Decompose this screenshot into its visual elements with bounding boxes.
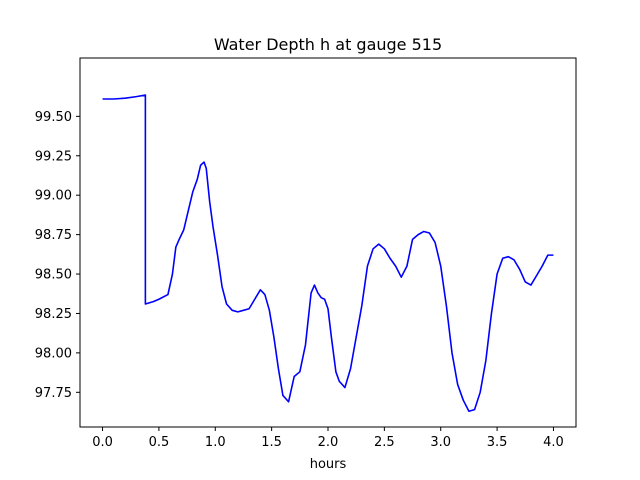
chart-title: Water Depth h at gauge 515 bbox=[214, 35, 442, 54]
y-tick-label: 97.75 bbox=[35, 386, 72, 401]
plot-area bbox=[102, 94, 554, 413]
x-tick-label: 4.0 bbox=[543, 435, 564, 450]
y-tick-label: 99.50 bbox=[35, 110, 72, 125]
y-axis: 97.75 98.00 98.25 98.50 98.75 99.00 99.25 99.50 bbox=[35, 110, 80, 401]
y-tick-label: 99.00 bbox=[35, 189, 72, 204]
x-tick-label: 0.5 bbox=[149, 435, 170, 450]
x-axis: 0.0 0.5 1.0 1.5 2.0 2.5 3.0 3.5 4.0 bbox=[92, 427, 564, 450]
x-tick-label: 1.5 bbox=[261, 435, 282, 450]
series-line-0 bbox=[102, 94, 554, 413]
x-tick-label: 3.5 bbox=[487, 435, 508, 450]
x-tick-label: 0.0 bbox=[92, 435, 113, 450]
y-tick-label: 99.25 bbox=[35, 149, 72, 164]
y-tick-label: 98.00 bbox=[35, 346, 72, 361]
x-tick-label: 2.5 bbox=[374, 435, 395, 450]
x-tick-label: 3.0 bbox=[430, 435, 451, 450]
y-tick-label: 98.75 bbox=[35, 228, 72, 243]
y-tick-label: 98.50 bbox=[35, 268, 72, 283]
x-axis-label: hours bbox=[310, 457, 347, 472]
plot-frame bbox=[79, 57, 577, 428]
x-tick-label: 1.0 bbox=[205, 435, 226, 450]
y-tick-label: 98.25 bbox=[35, 307, 72, 322]
x-tick-label: 2.0 bbox=[318, 435, 339, 450]
